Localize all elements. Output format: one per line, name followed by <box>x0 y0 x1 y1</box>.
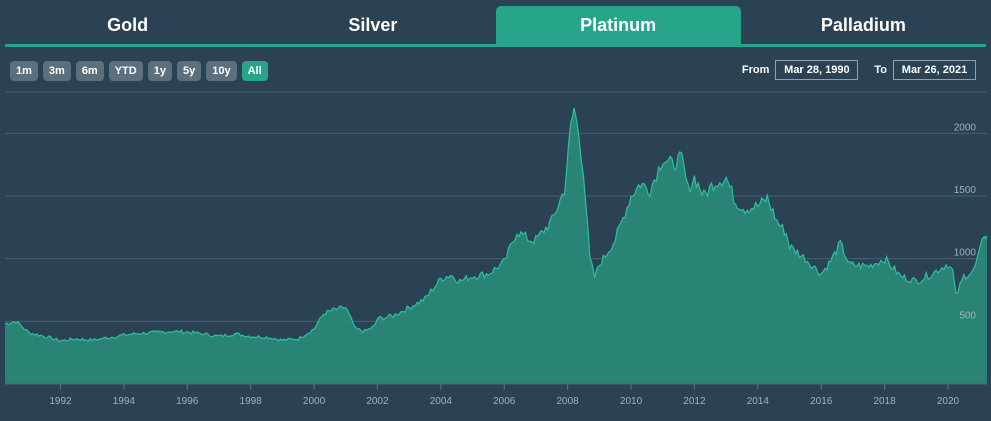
y-tick-label: 1000 <box>954 248 977 259</box>
range-button-1y[interactable]: 1y <box>147 61 172 81</box>
range-button-1m[interactable]: 1m <box>10 61 38 81</box>
x-tick-label: 2012 <box>683 396 706 407</box>
x-tick-label: 2010 <box>620 396 643 407</box>
x-axis-ticks: 1992 1994 1996 1998 2000 2002 2004 2006 2008 2010… <box>49 384 960 407</box>
x-tick-label: 2002 <box>366 396 389 407</box>
range-button-all[interactable]: All <box>241 61 268 81</box>
y-tick-label: 1500 <box>954 185 977 196</box>
x-tick-label: 2018 <box>873 396 896 407</box>
tab-platinum[interactable]: Platinum <box>495 6 741 44</box>
price-line <box>4 107 988 342</box>
from-date-input[interactable] <box>775 60 859 80</box>
to-label: To <box>874 64 887 76</box>
range-selector: 1m 3m 6m YTD 1y 5y 10y All <box>10 61 268 81</box>
x-tick-label: 2014 <box>747 396 770 407</box>
x-tick-label: 1998 <box>240 396 263 407</box>
range-button-10y[interactable]: 10y <box>206 61 237 81</box>
range-button-6m[interactable]: 6m <box>75 61 104 81</box>
tab-silver[interactable]: Silver <box>348 14 398 35</box>
x-tick-label: 1992 <box>49 396 72 407</box>
y-axis-ticks: 500 1000 1500 2000 <box>954 122 977 321</box>
x-tick-label: 1994 <box>113 396 136 407</box>
date-range: From To <box>742 60 976 80</box>
x-tick-label: 1996 <box>176 396 199 407</box>
tab-palladium[interactable]: Palladium <box>820 14 906 35</box>
range-button-ytd[interactable]: YTD <box>108 61 143 81</box>
from-label: From <box>741 64 770 76</box>
x-tick-label: 2020 <box>937 396 960 407</box>
to-date-input[interactable] <box>893 60 976 80</box>
x-tick-label: 2008 <box>557 396 580 407</box>
y-tick-label: 2000 <box>954 122 977 133</box>
range-button-5y[interactable]: 5y <box>176 61 202 81</box>
tab-gold[interactable]: Gold <box>107 14 149 35</box>
x-tick-label: 2004 <box>430 396 453 407</box>
x-tick-label: 2016 <box>810 396 833 407</box>
x-tick-label: 2006 <box>493 396 516 407</box>
x-tick-label: 2000 <box>303 396 326 407</box>
y-tick-label: 500 <box>959 310 976 321</box>
range-button-3m[interactable]: 3m <box>42 61 71 81</box>
price-area <box>5 107 987 385</box>
metal-tabs: Gold Silver Platinum Palladium <box>5 6 986 47</box>
